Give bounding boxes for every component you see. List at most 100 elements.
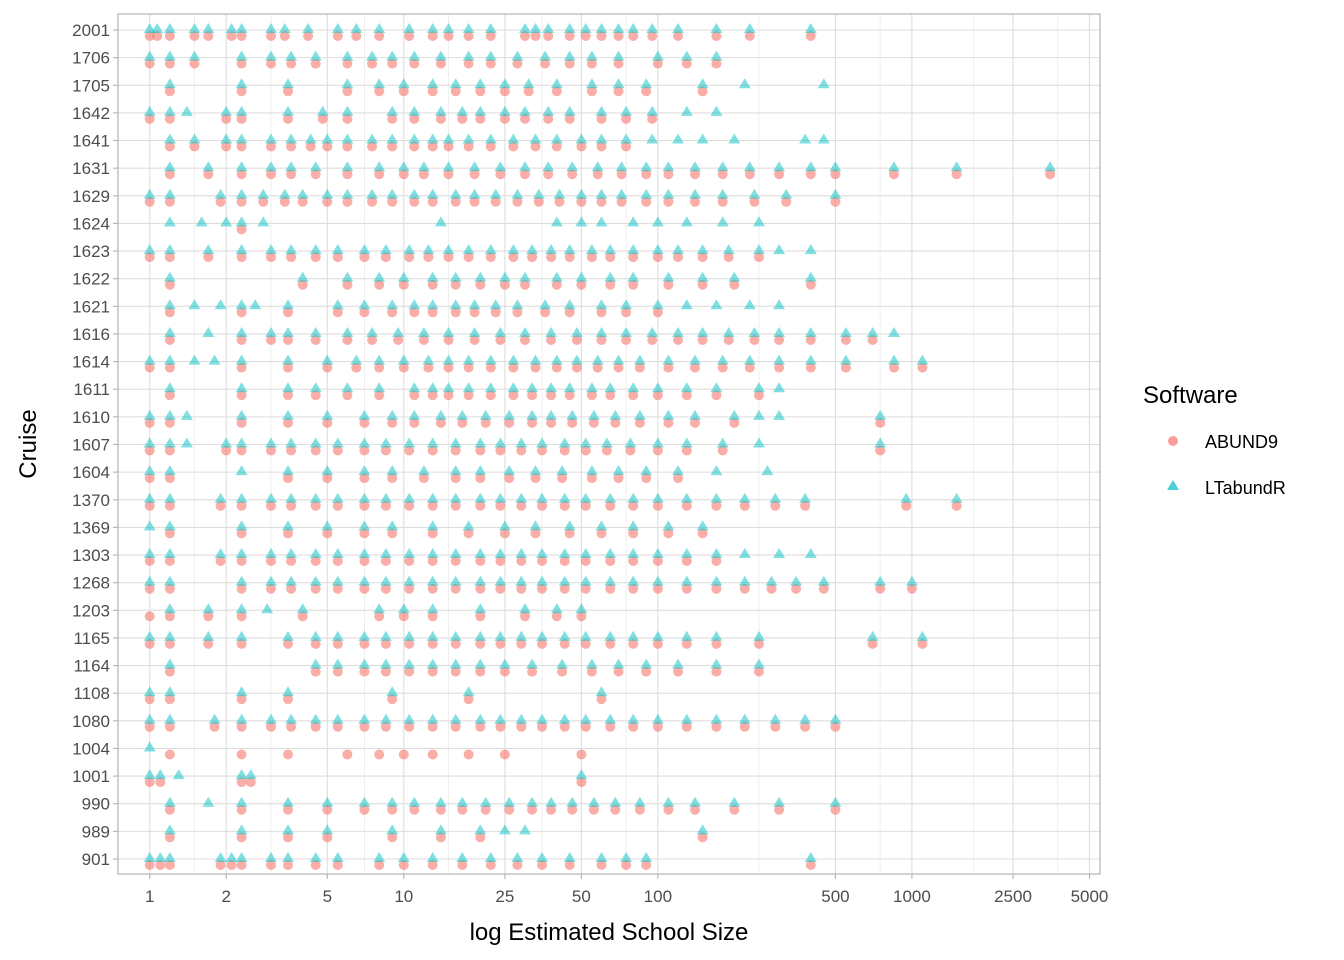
abund9-point bbox=[697, 335, 708, 345]
ltabundr-point bbox=[456, 409, 469, 420]
abund9-point bbox=[744, 169, 755, 180]
abund9-point bbox=[374, 390, 385, 401]
ltabundr-point bbox=[866, 327, 879, 337]
ltabundr-point bbox=[214, 299, 227, 310]
abund9-point bbox=[457, 113, 468, 124]
abund9-point bbox=[596, 196, 607, 207]
abund9-point bbox=[450, 86, 461, 97]
ltabundr-point bbox=[341, 161, 354, 172]
abund9-point bbox=[605, 556, 616, 566]
ltabundr-point bbox=[422, 354, 435, 365]
abund9-point bbox=[164, 390, 175, 401]
ltabundr-point bbox=[829, 796, 842, 807]
ltabundr-point bbox=[456, 852, 469, 862]
abund9-point bbox=[463, 31, 474, 41]
ltabundr-point bbox=[309, 244, 322, 255]
ltabundr-point bbox=[282, 382, 294, 393]
ltabundr-point bbox=[282, 78, 294, 89]
abund9-point bbox=[359, 666, 370, 677]
ltabundr-point bbox=[392, 327, 405, 337]
abund9-point bbox=[717, 169, 728, 180]
ltabundr-point bbox=[331, 852, 344, 862]
ltabundr-point bbox=[462, 23, 475, 33]
ltabundr-point bbox=[526, 409, 539, 420]
ltabundr-point bbox=[529, 23, 542, 33]
abund9-point bbox=[641, 473, 652, 484]
abund9-point bbox=[475, 583, 486, 594]
abund9-point bbox=[367, 58, 378, 69]
abund9-point bbox=[588, 417, 599, 428]
abund9-point bbox=[367, 335, 378, 345]
ltabundr-point bbox=[442, 161, 455, 172]
legend-abund9-key bbox=[1168, 436, 1178, 446]
abund9-point bbox=[374, 749, 385, 760]
ltabundr-point bbox=[462, 520, 475, 531]
ltabundr-point bbox=[620, 105, 633, 116]
ltabundr-point bbox=[479, 796, 492, 807]
ltabundr-point bbox=[627, 520, 640, 531]
ltabundr-point bbox=[296, 271, 309, 282]
abund9-point bbox=[443, 335, 454, 345]
ltabundr-point bbox=[662, 409, 675, 420]
abund9-point bbox=[322, 473, 333, 484]
y-tick-label: 1616 bbox=[72, 325, 110, 344]
abund9-point bbox=[155, 777, 166, 788]
abund9-point bbox=[404, 556, 415, 566]
ltabundr-point bbox=[474, 575, 487, 586]
ltabundr-point bbox=[386, 409, 399, 420]
ltabundr-point bbox=[710, 492, 723, 503]
ltabundr-point bbox=[474, 824, 487, 835]
ltabundr-point bbox=[154, 852, 167, 862]
ltabundr-point bbox=[468, 327, 481, 337]
ltabundr-point bbox=[214, 548, 227, 558]
abund9-point bbox=[530, 528, 541, 539]
ltabundr-point bbox=[302, 23, 315, 33]
abund9-point bbox=[628, 583, 639, 594]
abund9-point bbox=[404, 638, 415, 649]
ltabundr-point bbox=[235, 769, 248, 780]
ltabundr-point bbox=[710, 50, 723, 61]
abund9-point bbox=[697, 832, 708, 843]
abund9-point bbox=[520, 169, 530, 180]
abund9-point bbox=[283, 473, 293, 484]
abund9-point bbox=[596, 335, 607, 345]
abund9-point bbox=[164, 196, 175, 207]
abund9-point bbox=[527, 804, 538, 815]
abund9-point bbox=[681, 500, 692, 511]
abund9-point bbox=[266, 556, 276, 566]
ltabundr-point bbox=[753, 382, 765, 393]
abund9-point bbox=[663, 362, 674, 373]
abund9-point bbox=[164, 307, 175, 318]
abund9-point bbox=[144, 721, 155, 732]
ltabundr-point bbox=[331, 437, 344, 448]
abund9-point bbox=[867, 638, 878, 649]
ltabundr-point bbox=[539, 50, 552, 61]
abund9-point bbox=[435, 58, 446, 69]
ltabundr-point bbox=[285, 133, 298, 144]
ltabundr-point bbox=[408, 299, 421, 310]
ltabundr-point bbox=[282, 327, 294, 337]
abund9-point bbox=[516, 583, 527, 594]
abund9-point bbox=[236, 113, 247, 124]
abund9-point bbox=[305, 141, 316, 152]
ltabundr-point bbox=[474, 271, 487, 282]
abund9-point bbox=[443, 31, 454, 41]
abund9-point bbox=[310, 860, 321, 870]
ltabundr-point bbox=[769, 713, 782, 724]
ltabundr-point bbox=[651, 244, 664, 255]
abund9-point bbox=[283, 335, 293, 345]
ltabundr-point bbox=[282, 409, 294, 420]
ltabundr-point bbox=[373, 852, 386, 862]
abund9-point bbox=[681, 58, 692, 69]
ltabundr-point bbox=[235, 133, 248, 144]
abund9-point bbox=[164, 335, 175, 345]
y-tick-label: 1607 bbox=[72, 436, 110, 455]
ltabundr-point bbox=[474, 630, 487, 641]
ltabundr-point bbox=[743, 299, 756, 310]
abund9-point bbox=[266, 445, 276, 456]
abund9-point bbox=[516, 638, 527, 649]
ltabundr-point bbox=[331, 630, 344, 641]
ltabundr-point bbox=[539, 299, 552, 310]
ltabundr-point bbox=[474, 658, 487, 669]
abund9-point bbox=[564, 113, 575, 124]
